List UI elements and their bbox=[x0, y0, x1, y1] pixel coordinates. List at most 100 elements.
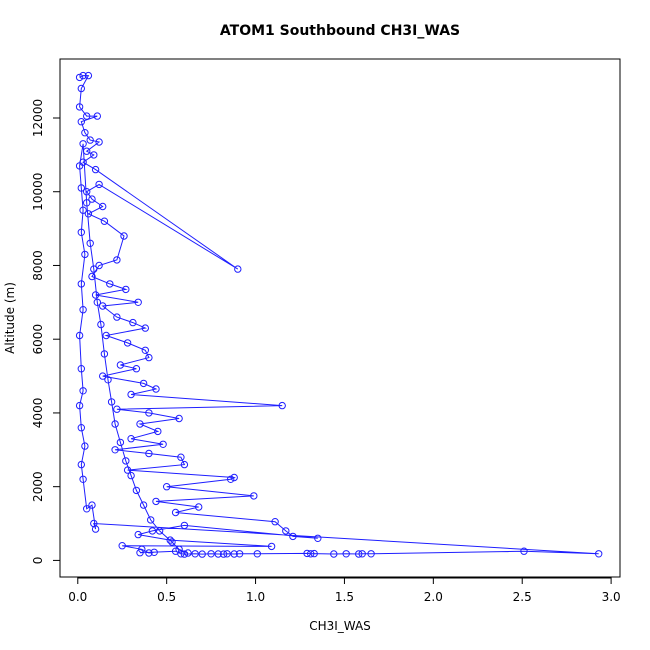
data-point bbox=[113, 256, 121, 264]
data-point bbox=[145, 409, 153, 417]
data-point bbox=[310, 549, 318, 558]
data-point bbox=[79, 206, 87, 214]
x-tick-label: 3.0 bbox=[602, 590, 621, 604]
data-point bbox=[520, 547, 528, 555]
chart-title: ATOM1 Southbound CH3I_WAS bbox=[220, 23, 460, 39]
data-point bbox=[88, 501, 96, 509]
data-point bbox=[289, 532, 297, 541]
data-point bbox=[198, 550, 206, 558]
data-point bbox=[84, 71, 93, 80]
data-point bbox=[104, 376, 112, 384]
data-point bbox=[127, 435, 135, 443]
data-point bbox=[148, 527, 157, 535]
data-point bbox=[223, 550, 231, 558]
data-point bbox=[150, 548, 158, 556]
data-point bbox=[191, 550, 199, 558]
data-point bbox=[111, 420, 119, 428]
data-point bbox=[271, 518, 279, 526]
data-point bbox=[107, 398, 116, 406]
data-point bbox=[111, 446, 119, 454]
data-point bbox=[141, 324, 150, 332]
data-point bbox=[230, 550, 238, 558]
data-point bbox=[106, 280, 114, 288]
data-point bbox=[129, 318, 137, 327]
data-point bbox=[79, 306, 87, 314]
data-point bbox=[180, 521, 189, 530]
data-point bbox=[123, 339, 132, 347]
data-point bbox=[141, 346, 150, 354]
data-point bbox=[83, 112, 91, 120]
data-point bbox=[132, 365, 141, 373]
data-point bbox=[95, 180, 103, 189]
data-point bbox=[75, 162, 84, 170]
data-point bbox=[97, 320, 105, 329]
data-point bbox=[83, 188, 91, 196]
data-point bbox=[166, 536, 174, 544]
data-point bbox=[227, 475, 235, 483]
data-point bbox=[180, 460, 189, 469]
data-point bbox=[154, 427, 162, 436]
data-point bbox=[307, 550, 315, 558]
data-point bbox=[155, 527, 164, 535]
data-point bbox=[219, 550, 228, 558]
data-point bbox=[77, 280, 86, 288]
data-point bbox=[367, 550, 375, 558]
data-point bbox=[83, 505, 91, 513]
data-point bbox=[145, 549, 153, 557]
data-point bbox=[90, 265, 98, 273]
data-point bbox=[88, 195, 96, 203]
data-point bbox=[91, 165, 100, 174]
data-point bbox=[175, 414, 183, 423]
data-point bbox=[267, 542, 276, 551]
x-axis-label: CH3I_WAS bbox=[309, 619, 371, 633]
data-point bbox=[136, 420, 144, 428]
data-point bbox=[99, 302, 107, 310]
data-point bbox=[75, 103, 84, 111]
data-point bbox=[77, 424, 86, 432]
data-point bbox=[79, 475, 87, 483]
y-tick-label: 4000 bbox=[31, 398, 45, 429]
data-point bbox=[303, 549, 311, 558]
data-point bbox=[175, 545, 183, 553]
data-point bbox=[122, 285, 130, 294]
data-point bbox=[120, 232, 128, 240]
data-point bbox=[595, 550, 603, 558]
y-axis-label: Altitude (m) bbox=[3, 282, 17, 354]
data-point bbox=[86, 239, 94, 248]
data-point bbox=[116, 361, 125, 369]
data-point bbox=[93, 298, 102, 306]
y-tick-label: 12000 bbox=[31, 99, 45, 137]
data-point bbox=[113, 313, 121, 321]
data-point bbox=[99, 372, 107, 380]
data-point bbox=[79, 387, 87, 395]
series-line bbox=[79, 75, 599, 555]
data-point bbox=[136, 549, 144, 557]
data-point bbox=[91, 291, 100, 299]
data-point bbox=[134, 298, 142, 306]
data-point bbox=[159, 440, 167, 448]
data-point bbox=[214, 550, 222, 558]
data-point bbox=[168, 538, 176, 546]
data-point bbox=[358, 550, 366, 558]
x-tick-label: 0.0 bbox=[68, 590, 87, 604]
data-point bbox=[123, 466, 132, 474]
data-point bbox=[81, 250, 89, 259]
data-point bbox=[95, 261, 103, 270]
data-point bbox=[83, 199, 91, 207]
data-point bbox=[139, 501, 148, 509]
data-point bbox=[99, 202, 107, 211]
data-point bbox=[235, 550, 244, 558]
data-point bbox=[207, 550, 215, 558]
data-point bbox=[134, 530, 142, 539]
x-tick-label: 2.0 bbox=[424, 590, 443, 604]
plot-frame bbox=[59, 58, 621, 578]
x-tick-label: 0.5 bbox=[157, 590, 176, 604]
y-axis: 0 2000 4000 6000 8000 10000 12000 bbox=[31, 99, 61, 564]
data-point bbox=[355, 550, 363, 558]
data-point bbox=[95, 138, 103, 146]
data-point bbox=[77, 228, 86, 237]
data-point bbox=[127, 390, 135, 399]
data-point bbox=[234, 265, 242, 273]
data-point bbox=[81, 129, 89, 137]
data-point bbox=[177, 550, 185, 558]
